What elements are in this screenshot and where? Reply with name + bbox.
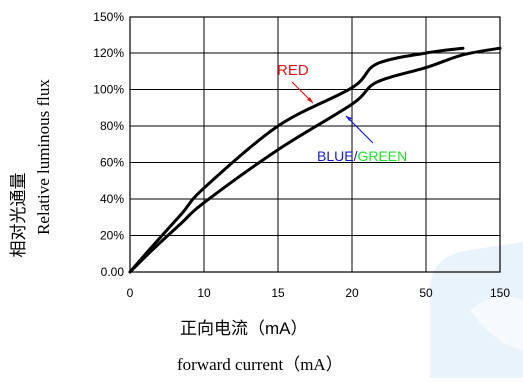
y-tick-label: 150% <box>93 10 124 24</box>
plot-frame <box>129 16 501 273</box>
annotation-red: RED <box>277 62 309 79</box>
y-axis-label-en: Relative luminous flux <box>34 79 53 235</box>
annotation-blue-part: BLUE/ <box>317 148 358 164</box>
y-tick-label: 60% <box>100 156 124 170</box>
axis-ticks: 0.00 20% 40% 60% 80% 100% 120% 150% 0 10 15 20 50 150 <box>93 10 510 300</box>
series-line-red <box>128 46 465 274</box>
x-tick-label: 150 <box>490 286 510 300</box>
y-tick-label: 80% <box>100 119 124 133</box>
annotation-bluegreen: BLUE/GREEN <box>317 148 407 164</box>
y-tick-label: 0.00 <box>101 265 125 279</box>
x-tick-label: 0 <box>127 286 134 300</box>
y-tick-label: 100% <box>93 83 124 97</box>
arrowhead-bluegreen <box>346 116 352 121</box>
watermark-logo <box>430 242 523 378</box>
x-axis-label-en: forward current（mA） <box>177 355 343 374</box>
x-tick-label: 20 <box>345 286 359 300</box>
y-tick-label: 20% <box>100 229 124 243</box>
arrowhead-red <box>307 97 313 103</box>
y-tick-label: 40% <box>100 192 124 206</box>
x-tick-label: 10 <box>197 286 211 300</box>
annotation-green-part: GREEN <box>357 148 407 164</box>
series-line-bluegreen <box>128 46 502 274</box>
series-lines <box>128 46 502 274</box>
annotation-bluegreen-arrow <box>345 115 374 144</box>
x-axis-label-cn: 正向电流（mA） <box>180 319 308 338</box>
x-tick-label: 15 <box>271 286 285 300</box>
grid <box>130 17 500 272</box>
y-tick-label: 120% <box>93 46 124 60</box>
y-axis-label-cn: 相对光通量 <box>9 173 28 258</box>
x-tick-label: 50 <box>419 286 433 300</box>
